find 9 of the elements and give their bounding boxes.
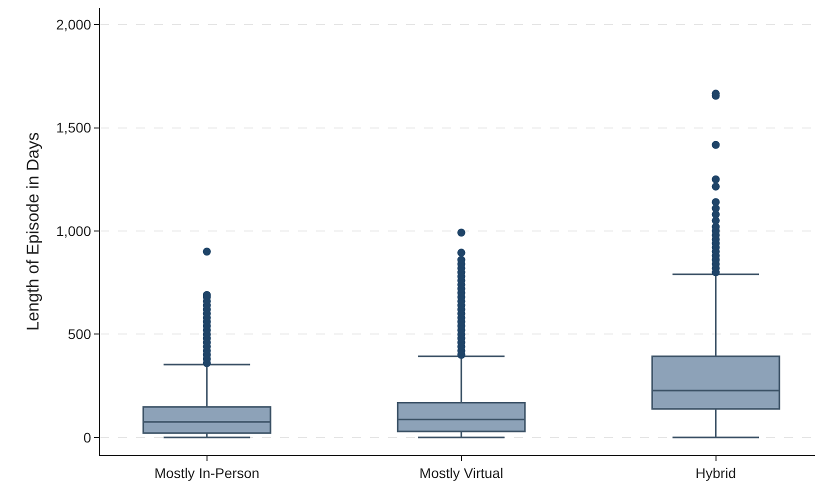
y-tick-label: 1,500 (56, 120, 92, 136)
y-axis-title: Length of Episode in Days (24, 132, 43, 331)
y-tick-label: 0 (83, 429, 92, 446)
x-tick-label: Hybrid (696, 464, 736, 481)
x-tick-label: Mostly In-Person (154, 464, 260, 481)
y-tick-label: 1,000 (56, 222, 92, 239)
x-tick-label: Mostly Virtual (419, 464, 504, 481)
y-tick-label: 500 (68, 326, 92, 342)
y-tick-label: 2,000 (56, 16, 92, 32)
